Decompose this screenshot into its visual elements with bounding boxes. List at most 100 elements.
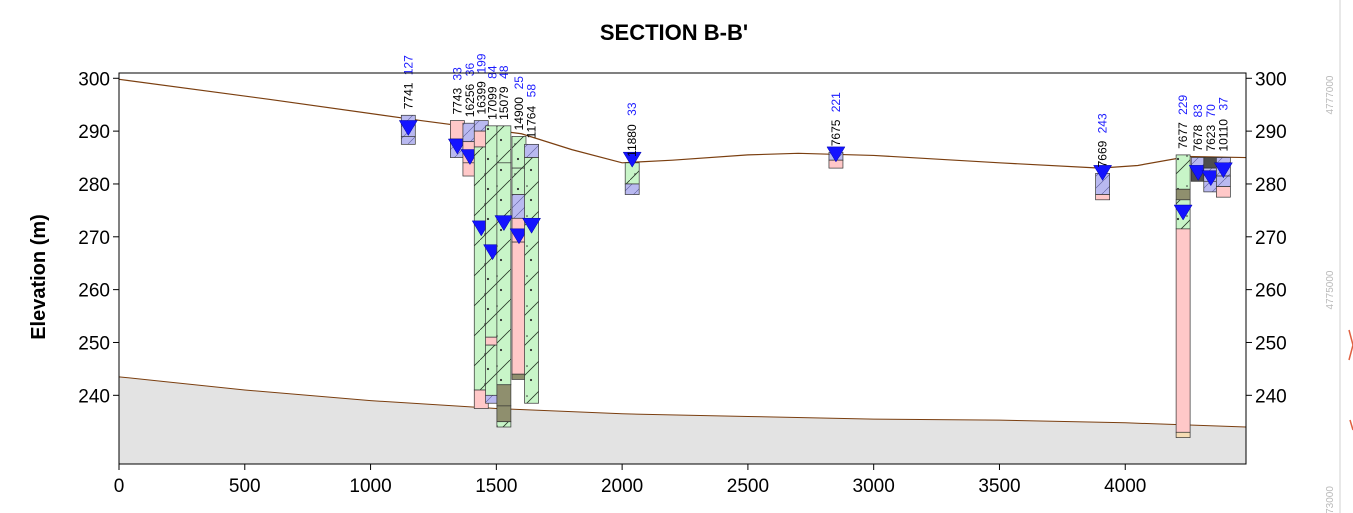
borehole-interval: [524, 157, 539, 404]
borehole-id-label: 7669: [1096, 140, 1110, 167]
borehole-depth-label: 229: [1176, 95, 1190, 115]
borehole-7677: [1173, 154, 1193, 438]
borehole-id-label: 7677: [1176, 122, 1190, 149]
bedrock-line: [118, 376, 1247, 428]
borehole-16256: [460, 122, 480, 177]
borehole-id-label: 15079: [497, 86, 511, 120]
y-tick-label-right: 250: [1255, 333, 1287, 354]
borehole-depth-label: 48: [497, 65, 511, 79]
x-tick-label: 0: [114, 476, 125, 497]
plot-frame: [118, 72, 1247, 465]
borehole-id-label: 11880: [625, 124, 639, 157]
water-level-marker: [1173, 204, 1193, 221]
water-level-marker: [398, 120, 418, 136]
borehole-id-label: 7675: [829, 119, 843, 146]
right-margin-layer: 4777000 4775000 73000: [1325, 0, 1353, 513]
water-level-marker: [1188, 165, 1208, 181]
chart-title: SECTION B-B': [600, 20, 748, 45]
borehole-id-label: 7623: [1204, 125, 1218, 152]
borehole-interval: [1095, 194, 1110, 201]
x-tick-label: 1500: [475, 476, 517, 497]
map-fragment: [1348, 329, 1353, 361]
y-tick-label: 250: [78, 333, 110, 354]
borehole-interval: [1175, 431, 1191, 438]
y-tick-label: 300: [78, 69, 110, 90]
water-level-marker: [494, 215, 514, 232]
borehole-depth-label: 33: [450, 67, 464, 81]
y-tick-label-right: 260: [1255, 281, 1287, 302]
borehole-interval: [511, 194, 527, 219]
borehole-depth-label: 83: [1191, 104, 1205, 118]
y-axis-label: Elevation (m): [28, 214, 50, 340]
borehole-7623: [1201, 157, 1221, 193]
y-tick-label-right: 280: [1255, 175, 1287, 196]
borehole-7743: [447, 120, 467, 158]
bedrock-fill: [119, 376, 1246, 464]
borehole-11880: [622, 151, 642, 195]
borehole-interval: [511, 167, 527, 195]
borehole-depth-label: 70: [1204, 104, 1218, 118]
northing-label: 73000: [1325, 486, 1336, 513]
y-tick-label: 280: [78, 175, 110, 196]
borehole-id-label: 16256: [463, 84, 477, 118]
borehole-id-label: 11764: [525, 106, 539, 139]
water-level-marker: [622, 151, 642, 168]
borehole-depth-label: 33: [625, 102, 639, 116]
x-tick-label: 3000: [853, 476, 895, 497]
y-tick-label: 270: [78, 228, 110, 249]
borehole-interval: [511, 373, 527, 380]
borehole-7741: [398, 114, 418, 145]
borehole-interval: [400, 136, 416, 145]
water-level-marker: [826, 146, 846, 163]
borehole-interval: [496, 421, 512, 428]
borehole-depth-label: 37: [1216, 97, 1230, 111]
x-tick-label: 3500: [978, 476, 1020, 497]
x-tick-label: 2000: [601, 476, 643, 497]
boreholes-layer: [398, 114, 1233, 438]
borehole-id-label: 7678: [1191, 125, 1205, 152]
borehole-7675: [826, 146, 846, 169]
borehole-interval: [1175, 154, 1191, 190]
y-tick-label-right: 290: [1255, 122, 1287, 143]
borehole-11764: [522, 143, 542, 404]
x-tick-label: 2500: [727, 476, 769, 497]
bedrock-layer: [118, 376, 1247, 464]
borehole-id-label: 14900: [512, 97, 526, 131]
borehole-id-label: 16399: [474, 81, 488, 115]
borehole-depth-label: 221: [829, 92, 843, 112]
borehole-interval: [524, 143, 539, 158]
y-tick-label: 290: [78, 122, 110, 143]
borehole-depth-label: 199: [474, 53, 488, 73]
borehole-id-label: 7743: [450, 88, 464, 115]
borehole-id-label: 17099: [486, 86, 500, 120]
borehole-interval: [1175, 188, 1191, 201]
borehole-depth-label: 25: [512, 76, 526, 90]
borehole-interval: [450, 120, 465, 140]
borehole-interval: [1216, 186, 1231, 198]
borehole-interval: [511, 136, 527, 169]
y-tick-label-right: 300: [1255, 69, 1287, 90]
x-tick-label: 500: [229, 476, 261, 497]
borehole-id-label: 7741: [401, 82, 415, 109]
water-level-marker: [509, 228, 529, 245]
y-tick-label-right: 240: [1255, 386, 1287, 407]
axes-layer: 2402502602702802903002402502602702802903…: [78, 69, 1286, 497]
borehole-7678: [1188, 157, 1208, 182]
borehole-interval: [511, 241, 527, 375]
ground-surface-layer: [118, 78, 1247, 169]
borehole-interval: [496, 405, 512, 423]
borehole-interval: [496, 384, 512, 407]
borehole-interval: [496, 125, 512, 164]
borehole-15079: [494, 125, 514, 428]
water-level-marker: [1213, 162, 1233, 179]
borehole-labels-layer: 7741127774333162563616399199170998415079…: [401, 53, 1230, 167]
northing-label: 4775000: [1325, 270, 1336, 309]
y-tick-label: 260: [78, 281, 110, 302]
borehole-depth-label: 84: [486, 65, 500, 79]
borehole-interval: [624, 183, 640, 195]
water-level-marker: [1201, 170, 1221, 187]
borehole-depth-label: 127: [401, 55, 415, 75]
x-tick-label: 1000: [349, 476, 391, 497]
borehole-depth-label: 58: [525, 84, 539, 98]
